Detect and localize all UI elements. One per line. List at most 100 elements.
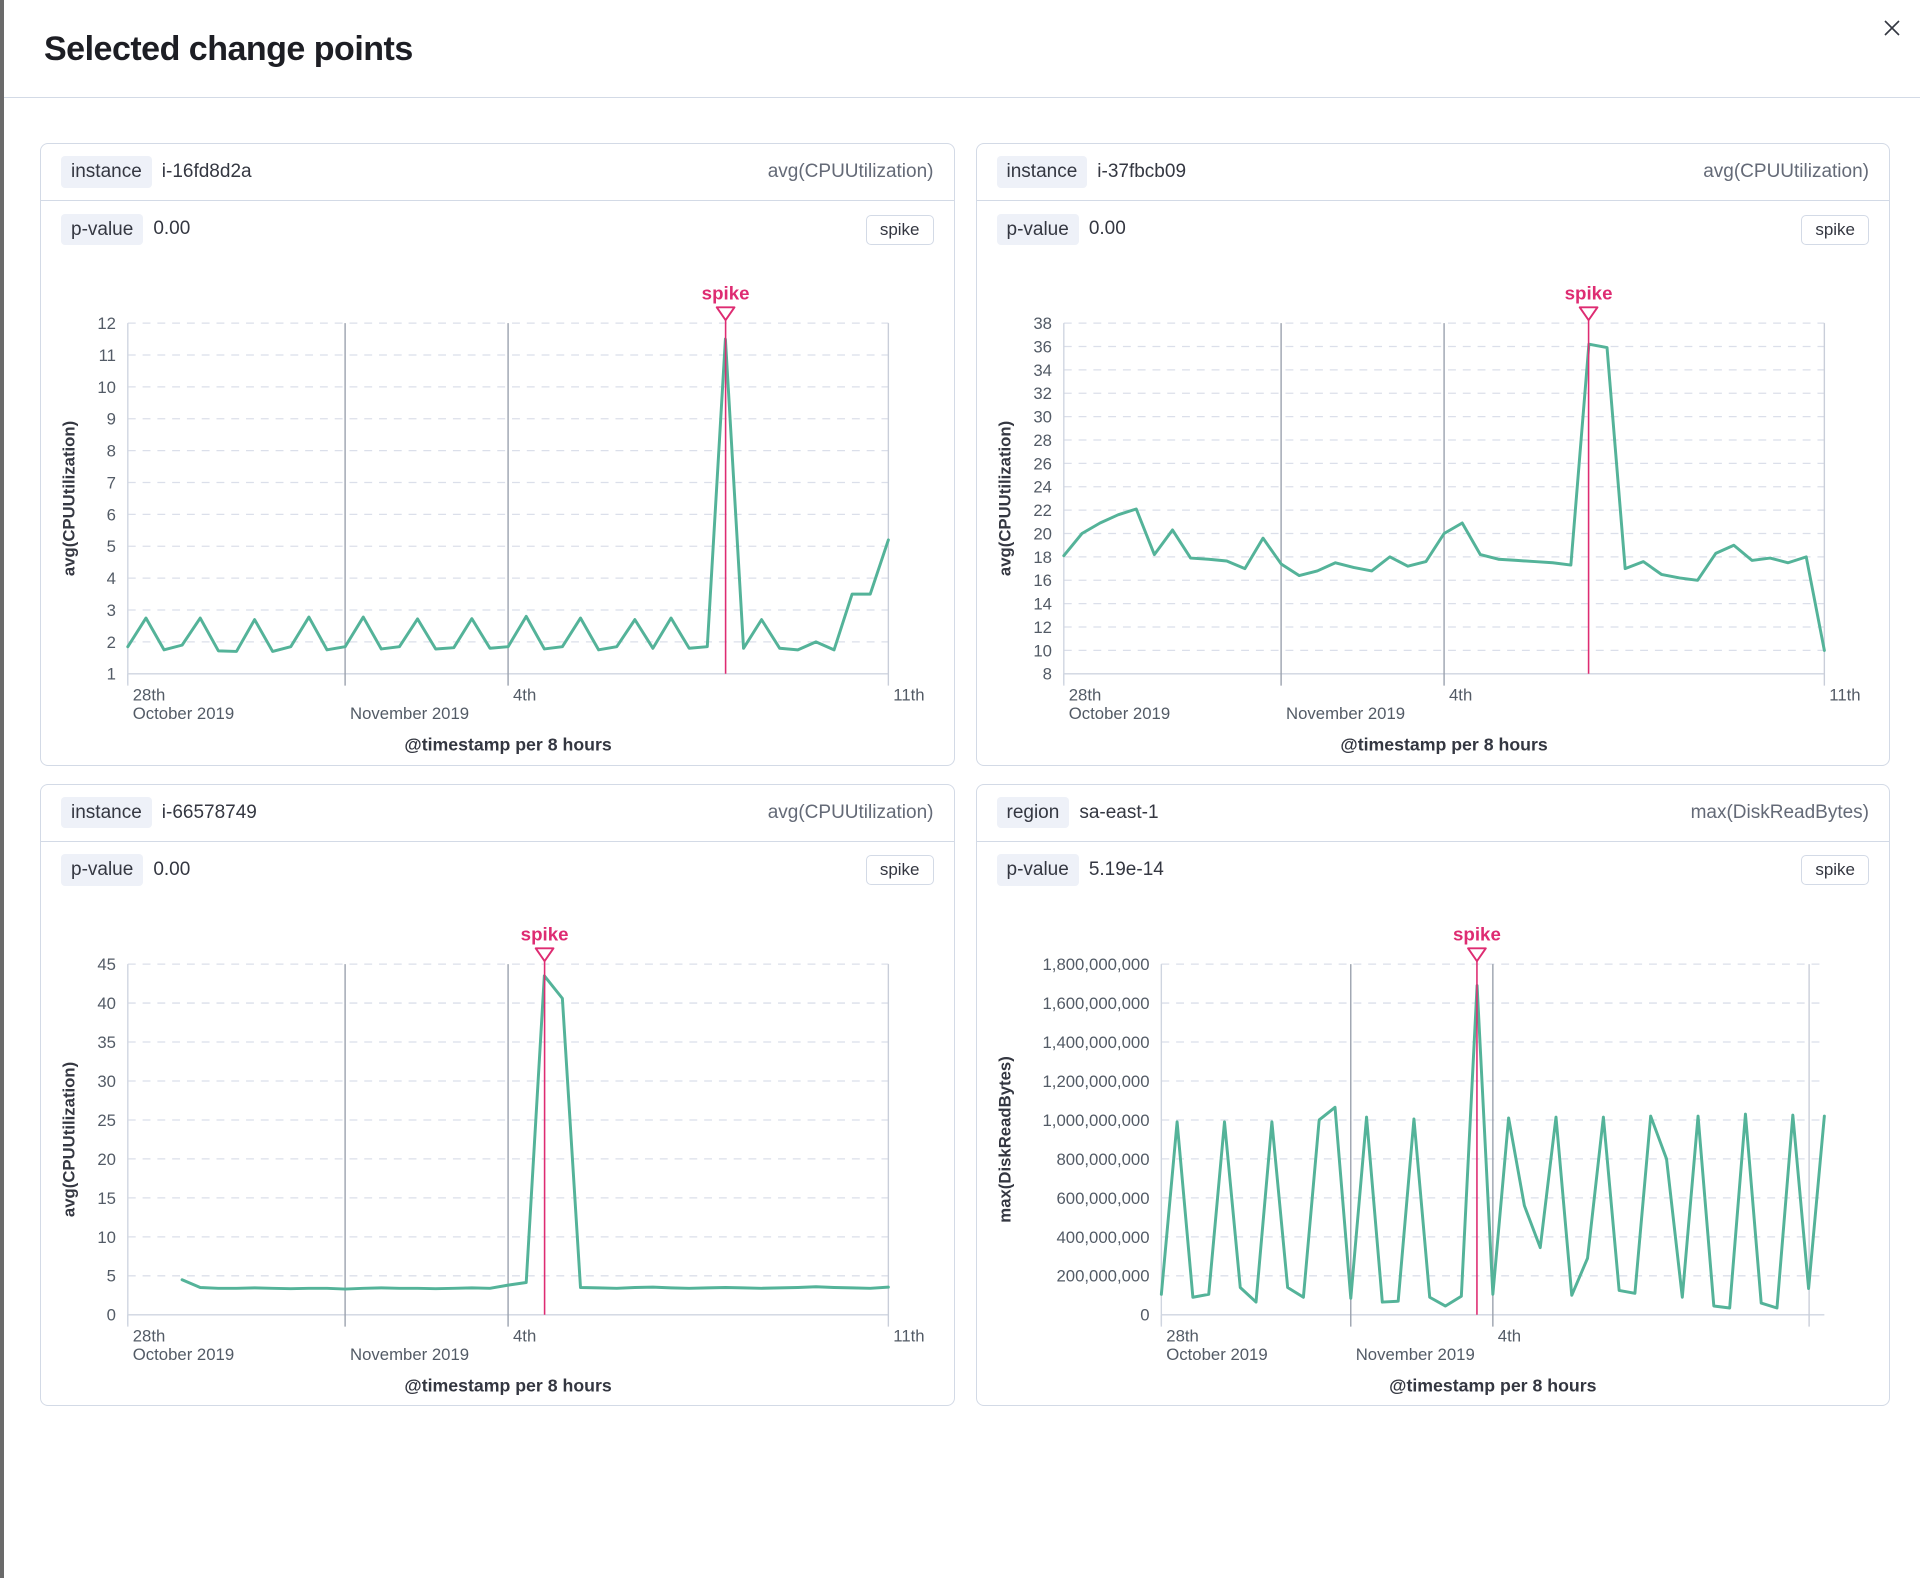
background-page-edge — [0, 0, 4, 1578]
svg-text:35: 35 — [97, 1033, 116, 1052]
svg-text:30: 30 — [1033, 408, 1052, 427]
split-field-value: sa-east-1 — [1079, 801, 1159, 823]
svg-text:4: 4 — [107, 569, 116, 588]
svg-text:11: 11 — [99, 346, 116, 365]
svg-text:1,400,000,000: 1,400,000,000 — [1042, 1033, 1149, 1052]
svg-text:200,000,000: 200,000,000 — [1056, 1266, 1149, 1285]
metric-label: max(DiskReadBytes) — [1690, 801, 1869, 823]
svg-text:November 2019: November 2019 — [1355, 1345, 1474, 1364]
svg-text:11th: 11th — [1829, 685, 1860, 704]
change-point-panel: region sa-east-1 max(DiskReadBytes) p-va… — [975, 783, 1890, 1407]
svg-text:@timestamp per 8 hours: @timestamp per 8 hours — [404, 735, 611, 755]
svg-text:45: 45 — [97, 955, 116, 974]
svg-text:36: 36 — [1033, 337, 1052, 356]
close-icon[interactable] — [1878, 14, 1906, 42]
split-field-badge: region — [996, 796, 1070, 829]
svg-text:5: 5 — [107, 1266, 116, 1285]
change-type-badge: spike — [865, 214, 934, 245]
svg-text:@timestamp per 8 hours: @timestamp per 8 hours — [1389, 1375, 1596, 1395]
change-type-badge: spike — [1801, 214, 1869, 245]
svg-text:November 2019: November 2019 — [350, 704, 469, 723]
svg-text:October 2019: October 2019 — [1068, 704, 1169, 723]
svg-text:16: 16 — [1033, 571, 1052, 590]
svg-text:28th: 28th — [1166, 1326, 1199, 1345]
svg-text:avg(CPUUtilization): avg(CPUUtilization) — [995, 421, 1014, 576]
split-field-value: i-66578749 — [161, 801, 257, 823]
svg-text:November 2019: November 2019 — [350, 1345, 469, 1364]
p-value: 0.00 — [153, 859, 191, 881]
svg-text:1,000,000,000: 1,000,000,000 — [1042, 1110, 1149, 1129]
svg-text:32: 32 — [1033, 384, 1052, 403]
svg-text:25: 25 — [97, 1110, 116, 1129]
change-type-badge: spike — [865, 855, 934, 886]
change-point-panel: instance i-37fbcb09 avg(CPUUtilization) … — [975, 143, 1890, 766]
change-point-chart: 0 200,000,000 400,000,000 600,000,000 800,00… — [977, 899, 1890, 1406]
metric-label: avg(CPUUtilization) — [767, 161, 934, 182]
svg-text:12: 12 — [97, 314, 116, 333]
panel-header-row: instance i-37fbcb09 avg(CPUUtilization) — [976, 144, 1889, 201]
selected-change-points-modal: Selected change points instance i-16fd8d… — [4, 0, 1920, 1578]
svg-text:40: 40 — [97, 994, 116, 1013]
svg-text:1,800,000,000: 1,800,000,000 — [1042, 955, 1149, 974]
panel-header-row: region sa-east-1 max(DiskReadBytes) — [976, 785, 1889, 842]
p-value-badge: p-value — [996, 854, 1079, 886]
svg-text:October 2019: October 2019 — [1166, 1345, 1267, 1364]
spike-annotation-label: spike — [521, 923, 569, 944]
metric-label: avg(CPUUtilization) — [1703, 161, 1869, 182]
svg-text:11th: 11th — [893, 1326, 924, 1345]
svg-text:8: 8 — [107, 442, 116, 461]
svg-text:@timestamp per 8 hours: @timestamp per 8 hours — [404, 1375, 611, 1395]
split-field-value: i-37fbcb09 — [1097, 160, 1187, 182]
svg-text:@timestamp per 8 hours: @timestamp per 8 hours — [1340, 735, 1547, 755]
svg-text:20: 20 — [1033, 524, 1052, 543]
svg-text:8: 8 — [1042, 665, 1051, 684]
svg-text:30: 30 — [97, 1071, 116, 1090]
p-value: 0.00 — [1088, 218, 1126, 240]
svg-text:1,600,000,000: 1,600,000,000 — [1042, 994, 1149, 1013]
svg-text:avg(CPUUtilization): avg(CPUUtilization) — [60, 421, 79, 576]
modal-header: Selected change points — [4, 0, 1920, 98]
svg-text:avg(CPUUtilization): avg(CPUUtilization) — [60, 1061, 79, 1216]
change-point-chart: 1 2 3 4 5 6 7 8 9 10 11 12 28th October 2019 November … — [41, 258, 954, 765]
p-value: 5.19e-14 — [1088, 859, 1164, 881]
metric-label: avg(CPUUtilization) — [767, 801, 934, 823]
line-chart-svg: 0 200,000,000 400,000,000 600,000,000 800,00… — [995, 923, 1826, 1395]
svg-text:4th: 4th — [513, 1326, 536, 1345]
svg-text:34: 34 — [1033, 361, 1052, 380]
p-value: 0.00 — [153, 218, 191, 240]
split-field-value: i-16fd8d2a — [161, 160, 252, 182]
svg-text:24: 24 — [1033, 478, 1052, 497]
svg-text:max(DiskReadBytes): max(DiskReadBytes) — [995, 1056, 1014, 1223]
svg-text:28th: 28th — [133, 1326, 166, 1345]
line-chart-svg: 8 10 12 14 16 18 20 22 24 26 28 30 32 34 36 38 28thOctob… — [995, 282, 1860, 755]
split-field-badge: instance — [61, 796, 152, 829]
svg-text:10: 10 — [1033, 641, 1052, 660]
svg-text:4th: 4th — [1449, 685, 1472, 704]
change-point-grid: instance i-16fd8d2a avg(CPUUtilization) … — [4, 98, 1920, 1407]
svg-text:400,000,000: 400,000,000 — [1056, 1227, 1149, 1246]
split-field-badge: instance — [61, 156, 152, 188]
change-point-chart: 8 10 12 14 16 18 20 22 24 26 28 30 32 34 36 38 28th Octob… — [977, 258, 1890, 765]
svg-text:14: 14 — [1033, 595, 1052, 614]
svg-text:November 2019: November 2019 — [1286, 704, 1405, 723]
svg-text:28th: 28th — [133, 685, 166, 704]
svg-text:26: 26 — [1033, 454, 1052, 473]
svg-text:38: 38 — [1033, 314, 1052, 333]
panel-stats-row: p-value 5.19e-14 spike — [977, 842, 1890, 899]
change-type-badge: spike — [1801, 855, 1869, 886]
svg-text:18: 18 — [1033, 548, 1052, 567]
svg-text:22: 22 — [1033, 501, 1052, 520]
svg-text:3: 3 — [107, 601, 116, 620]
panel-stats-row: p-value 0.00 spike — [41, 201, 954, 258]
change-point-chart: 0 5 10 15 20 25 30 35 40 45 28th October 2019 Novemb… — [41, 899, 954, 1406]
svg-text:800,000,000: 800,000,000 — [1056, 1149, 1149, 1168]
panel-header-row: instance i-66578749 avg(CPUUtilization) — [41, 785, 954, 842]
panel-stats-row: p-value 0.00 spike — [41, 842, 954, 899]
change-point-panel: instance i-16fd8d2a avg(CPUUtilization) … — [40, 143, 955, 766]
svg-text:6: 6 — [107, 505, 116, 524]
p-value-badge: p-value — [61, 213, 144, 246]
svg-text:10: 10 — [97, 1227, 116, 1246]
split-field-badge: instance — [996, 156, 1088, 188]
